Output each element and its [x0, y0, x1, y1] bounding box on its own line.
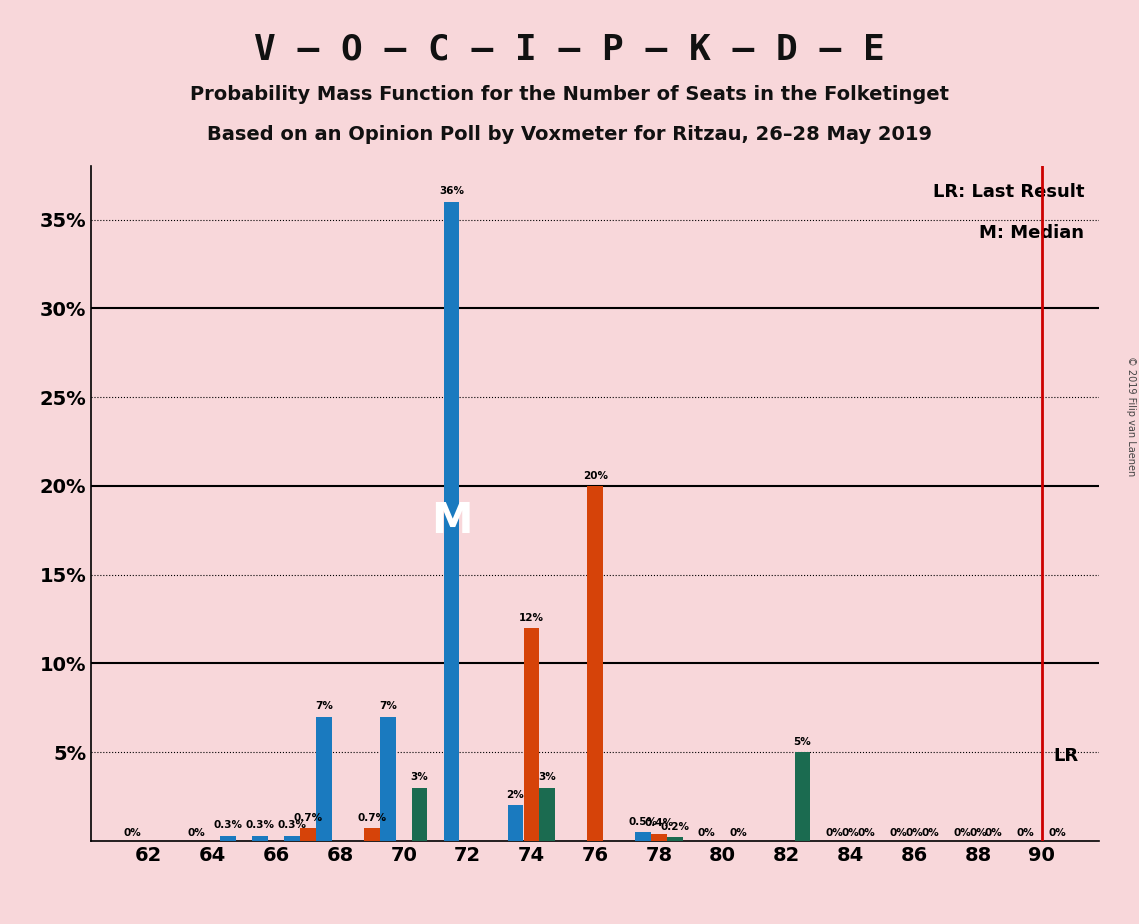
Bar [524, 627, 539, 841]
Text: 0%: 0% [1017, 828, 1034, 838]
Bar [667, 837, 682, 841]
Bar [285, 835, 300, 841]
Text: 0%: 0% [858, 828, 875, 838]
Text: Probability Mass Function for the Number of Seats in the Folketinget: Probability Mass Function for the Number… [190, 85, 949, 104]
Text: 7%: 7% [316, 701, 333, 711]
Text: 0.3%: 0.3% [278, 821, 306, 830]
Text: Based on an Opinion Poll by Voxmeter for Ritzau, 26–28 May 2019: Based on an Opinion Poll by Voxmeter for… [207, 125, 932, 144]
Text: 0%: 0% [985, 828, 1002, 838]
Text: 0%: 0% [842, 828, 859, 838]
Bar [636, 832, 650, 841]
Text: © 2019 Filip van Laenen: © 2019 Filip van Laenen [1126, 356, 1136, 476]
Bar [540, 787, 555, 841]
Bar [364, 829, 379, 841]
Text: LR: LR [1052, 747, 1077, 765]
Text: 2%: 2% [507, 790, 524, 800]
Text: 0.7%: 0.7% [358, 813, 386, 823]
Bar [221, 835, 236, 841]
Text: 0%: 0% [698, 828, 715, 838]
Text: 0%: 0% [1049, 828, 1066, 838]
Text: 0%: 0% [906, 828, 923, 838]
Text: 3%: 3% [539, 772, 556, 783]
Text: 20%: 20% [583, 470, 607, 480]
Bar [380, 717, 395, 841]
Text: 0.7%: 0.7% [294, 813, 322, 823]
Text: 0%: 0% [188, 828, 205, 838]
Text: 0%: 0% [826, 828, 843, 838]
Bar [317, 717, 331, 841]
Text: 0%: 0% [124, 828, 141, 838]
Text: 0.5%: 0.5% [629, 817, 657, 827]
Bar [253, 835, 268, 841]
Text: 0%: 0% [890, 828, 907, 838]
Bar [652, 833, 666, 841]
Text: 0%: 0% [953, 828, 970, 838]
Text: V – O – C – I – P – K – D – E: V – O – C – I – P – K – D – E [254, 32, 885, 67]
Text: M: Median: M: Median [980, 224, 1084, 242]
Text: 0%: 0% [730, 828, 747, 838]
Text: LR: Last Result: LR: Last Result [933, 183, 1084, 201]
Text: 0.3%: 0.3% [246, 821, 274, 830]
Bar [412, 787, 427, 841]
Text: 7%: 7% [379, 701, 396, 711]
Bar [795, 752, 810, 841]
Text: 0%: 0% [969, 828, 986, 838]
Text: 3%: 3% [411, 772, 428, 783]
Bar [301, 829, 316, 841]
Bar [508, 806, 523, 841]
Bar [588, 486, 603, 841]
Text: 12%: 12% [519, 613, 543, 623]
Text: 36%: 36% [439, 187, 464, 197]
Text: 0.3%: 0.3% [214, 821, 243, 830]
Text: 0%: 0% [921, 828, 939, 838]
Text: M: M [431, 500, 473, 542]
Text: 0.4%: 0.4% [645, 819, 673, 829]
Text: 0.2%: 0.2% [661, 822, 689, 832]
Bar [444, 201, 459, 841]
Text: 5%: 5% [794, 736, 811, 747]
